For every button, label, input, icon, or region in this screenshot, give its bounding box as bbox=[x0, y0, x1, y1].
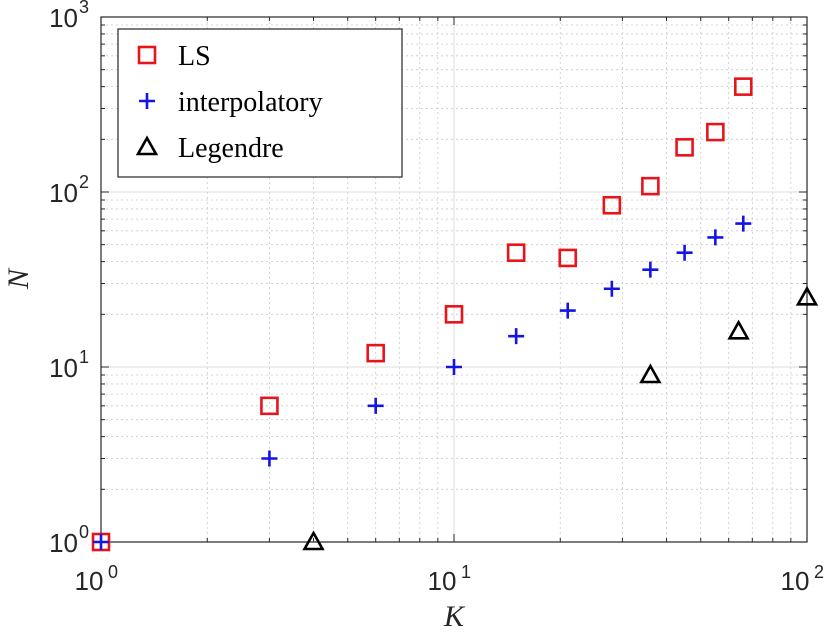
interpolatory-point bbox=[446, 359, 462, 375]
axis-ticks bbox=[100, 17, 807, 543]
x-tick-label-base: 10 bbox=[428, 566, 457, 596]
legendre-point bbox=[639, 363, 662, 384]
x-tick-label-base: 10 bbox=[75, 566, 104, 596]
x-tick-label-exponent: 2 bbox=[814, 562, 824, 582]
series-legendre bbox=[302, 285, 819, 551]
ls-point bbox=[602, 195, 622, 215]
legend-box bbox=[117, 28, 403, 178]
y-tick-label: 10 2 bbox=[49, 172, 89, 208]
y-tick-label: 10 3 bbox=[49, 0, 89, 33]
interpolatory-point bbox=[93, 534, 109, 550]
legend-label-ls: LS bbox=[178, 41, 211, 72]
interpolatory-point bbox=[559, 302, 576, 319]
interpolatory-point bbox=[603, 280, 620, 297]
interpolatory-point bbox=[367, 397, 384, 414]
ls-point bbox=[260, 396, 279, 416]
y-tick-label-exponent: 3 bbox=[79, 0, 89, 17]
ls-point bbox=[558, 248, 578, 268]
legend-entry-legendre: Legendre bbox=[135, 133, 284, 164]
x-tick-label: 10 2 bbox=[781, 562, 824, 596]
series-ls bbox=[91, 77, 753, 552]
legendre-point bbox=[727, 319, 750, 340]
x-tick-label: 10 0 bbox=[75, 562, 118, 596]
interpolatory-point bbox=[735, 215, 752, 232]
y-tick-label-exponent: 1 bbox=[79, 347, 89, 367]
legend-entry-interpolatory: interpolatory bbox=[139, 87, 323, 118]
ls-point bbox=[675, 138, 694, 157]
legend-label-legendre: Legendre bbox=[178, 133, 284, 164]
x-tick-label: 10 1 bbox=[428, 562, 471, 596]
y-tick-label-base: 10 bbox=[49, 3, 78, 33]
legend-marker-legendre bbox=[135, 135, 159, 156]
interpolatory-point bbox=[707, 229, 724, 246]
x-tick-label-exponent: 1 bbox=[461, 562, 471, 582]
legend-entry-ls: LS bbox=[137, 41, 211, 72]
y-tick-label-base: 10 bbox=[49, 353, 78, 383]
ls-point bbox=[366, 343, 385, 363]
legend-marker-ls bbox=[137, 45, 157, 65]
y-tick-label: 10 1 bbox=[49, 347, 89, 383]
y-tick-label-exponent: 2 bbox=[79, 172, 89, 192]
x-tick-label-base: 10 bbox=[781, 566, 810, 596]
legendre-point bbox=[795, 285, 819, 306]
y-tick-label-base: 10 bbox=[49, 528, 78, 558]
ls-point bbox=[506, 243, 526, 262]
series-interpolatory bbox=[93, 215, 752, 550]
y-axis-label: N bbox=[2, 267, 35, 290]
legend-label-interpolatory: interpolatory bbox=[178, 87, 323, 118]
interpolatory-point bbox=[676, 244, 693, 261]
y-tick-label-base: 10 bbox=[49, 178, 78, 208]
x-tick-labels: 10 0 10 1 10 2 bbox=[75, 562, 824, 596]
legend-marker-interpolatory bbox=[139, 93, 155, 109]
interpolatory-point bbox=[642, 261, 659, 278]
y-tick-label-exponent: 0 bbox=[79, 522, 89, 542]
x-tick-label-exponent: 0 bbox=[108, 562, 118, 582]
ls-point bbox=[444, 305, 464, 324]
y-tick-label: 10 0 bbox=[49, 522, 89, 558]
ls-point bbox=[706, 122, 725, 142]
x-axis-label: K bbox=[443, 600, 466, 632]
interpolatory-point bbox=[508, 328, 525, 345]
ls-point bbox=[733, 77, 753, 96]
legendre-point bbox=[302, 530, 325, 551]
data-marks bbox=[91, 77, 819, 552]
interpolatory-point bbox=[261, 450, 278, 467]
legend: LS interpolatory Legendre bbox=[117, 28, 403, 178]
ls-point bbox=[641, 176, 660, 196]
